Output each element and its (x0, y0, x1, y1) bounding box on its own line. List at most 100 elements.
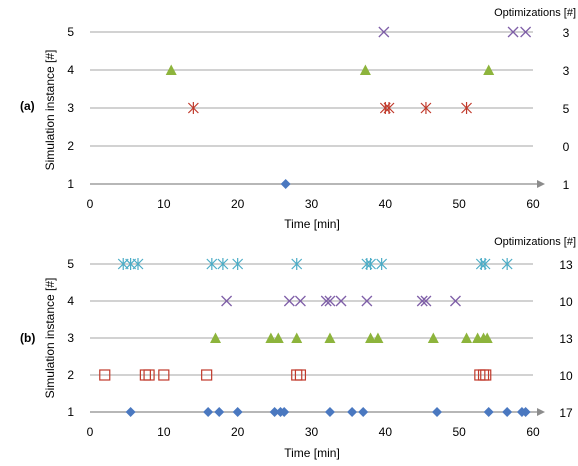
triangle-marker (210, 332, 222, 343)
x-marker (520, 26, 532, 38)
right-axis-labels: 1 0 5 3 3 (563, 26, 570, 192)
x-axis-label: Time [min] (284, 217, 340, 231)
diamond-marker (279, 407, 290, 417)
asterisk-marker (217, 258, 229, 270)
square-marker (99, 369, 111, 381)
asterisk-marker (479, 258, 491, 270)
diamond-marker (125, 407, 136, 417)
triangle-marker (481, 332, 493, 343)
triangle-marker (324, 332, 336, 343)
x-marker (294, 295, 306, 307)
right-axis-header: Optimizations [#] (494, 236, 576, 248)
optimization-count: 3 (563, 26, 570, 40)
x-axis-arrow (537, 180, 545, 188)
x-tick-label: 40 (379, 425, 393, 439)
x-tick-labels: 0 10 20 30 40 50 60 (87, 197, 540, 211)
x-marker (283, 295, 295, 307)
asterisk-marker (376, 258, 388, 270)
panel-label: (b) (20, 331, 35, 345)
x-tick-labels: 0 10 20 30 40 50 60 (87, 425, 540, 439)
panel-label: (a) (20, 99, 35, 113)
square-marker (294, 369, 307, 381)
optimization-count: 0 (563, 140, 570, 154)
asterisk-marker (461, 102, 472, 114)
x-tick-label: 60 (526, 425, 540, 439)
diamond-marker (502, 407, 513, 417)
diamond-marker (269, 407, 280, 417)
asterisk-marker (132, 258, 144, 270)
x-tick-label: 30 (305, 425, 319, 439)
y-axis-label: Simulation instance [#] (43, 278, 57, 399)
data-markers (165, 26, 532, 189)
x-tick-label: 60 (526, 197, 540, 211)
x-marker (320, 295, 332, 307)
asterisk-marker (232, 258, 244, 270)
optimization-count: 5 (563, 102, 570, 116)
x-tick-label: 30 (305, 197, 319, 211)
x-tick-label: 0 (87, 197, 94, 211)
gridlines (90, 31, 533, 147)
x-marker (324, 295, 336, 307)
diamond-marker (214, 407, 225, 417)
x-axis-arrow (537, 408, 545, 416)
optimization-count: 13 (559, 258, 573, 272)
optimization-count: 13 (559, 332, 573, 346)
x-marker (378, 26, 390, 38)
diamond-marker (347, 407, 358, 417)
x-tick-label: 10 (157, 425, 171, 439)
y-tick-label: 3 (67, 331, 74, 345)
gridlines (90, 263, 533, 376)
diamond-marker (520, 407, 531, 417)
square-marker (480, 369, 492, 381)
triangle-marker (359, 64, 371, 75)
x-marker (361, 295, 373, 307)
diamond-marker (432, 407, 443, 417)
optimization-count: 10 (559, 369, 573, 383)
x-tick-label: 10 (157, 197, 171, 211)
chart-panel-a: (a) Simulation instance [#] Time [min] O… (20, 7, 576, 231)
x-tick-label: 20 (231, 425, 245, 439)
diamond-marker (280, 179, 291, 189)
triangle-marker (291, 332, 303, 343)
triangle-marker (365, 332, 377, 343)
y-tick-label: 1 (67, 177, 74, 191)
asterisk-marker (420, 102, 432, 114)
x-tick-label: 50 (452, 197, 466, 211)
x-marker (450, 295, 461, 307)
square-marker (158, 369, 170, 381)
y-tick-label: 5 (67, 25, 74, 39)
triangle-marker (265, 332, 277, 343)
triangle-marker (272, 332, 284, 343)
asterisk-marker (383, 102, 395, 114)
y-axis-label: Simulation instance [#] (43, 50, 57, 171)
x-marker (221, 295, 233, 307)
y-tick-label: 2 (67, 368, 74, 382)
asterisk-marker (291, 258, 303, 270)
asterisk-marker (187, 102, 199, 114)
y-tick-label: 5 (67, 257, 74, 271)
triangle-marker (165, 64, 177, 75)
asterisk-marker (206, 258, 218, 270)
optimization-count: 3 (563, 64, 570, 78)
chart-panel-b: (b) Simulation instance [#] Time [min] O… (20, 236, 576, 460)
optimization-count: 10 (559, 295, 573, 309)
diamond-marker (358, 407, 369, 417)
diamond-marker (203, 407, 214, 417)
triangle-marker (461, 332, 473, 343)
optimization-count: 17 (559, 406, 573, 420)
asterisk-marker (365, 258, 376, 270)
asterisk-marker (501, 258, 513, 270)
x-tick-label: 0 (87, 425, 94, 439)
y-tick-label: 4 (67, 63, 74, 77)
diamond-marker (324, 407, 335, 417)
x-tick-label: 50 (452, 425, 466, 439)
y-tick-labels: 1 2 3 4 5 (67, 257, 74, 419)
x-axis (90, 180, 545, 188)
x-tick-label: 40 (379, 197, 393, 211)
x-marker (335, 295, 347, 307)
triangle-marker (427, 332, 439, 343)
square-marker (143, 369, 155, 381)
square-marker (201, 369, 213, 381)
optimization-count: 1 (563, 178, 570, 192)
